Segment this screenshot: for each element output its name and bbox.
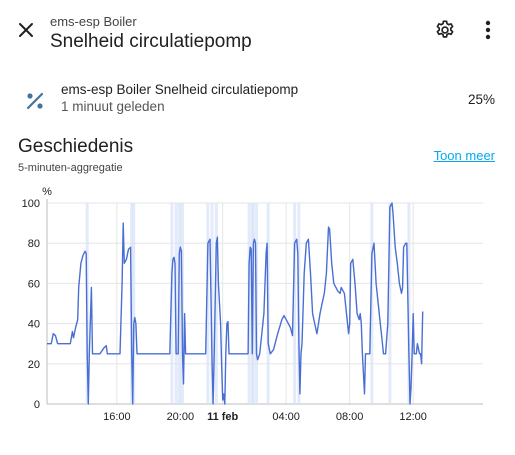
y-tick-label: 100 (22, 198, 40, 210)
x-tick-label: 04:00 (272, 411, 300, 423)
show-more-link[interactable]: Toon meer (433, 148, 495, 163)
y-tick-label: 0 (34, 399, 40, 411)
activity-band (370, 203, 374, 404)
x-tick-label: 11 feb (207, 411, 238, 423)
percent-icon (26, 92, 44, 110)
x-tick-label: 16:00 (103, 411, 131, 423)
activity-band (407, 203, 411, 404)
history-title: Geschiedenis (18, 136, 134, 157)
activity-band (210, 203, 214, 404)
dialog-subtitle: ems-esp Boiler (50, 14, 137, 29)
y-tick-label: 80 (28, 238, 40, 250)
y-tick-label: 20 (28, 359, 40, 371)
entity-last-changed: 1 minuut geleden (61, 99, 165, 114)
activity-band (293, 203, 297, 404)
activity-band (132, 203, 136, 404)
y-tick-label: 40 (28, 319, 40, 331)
chart-y-axis: 0 20 40 60 80 100 (22, 198, 40, 411)
entity-name: ems-esp Boiler Snelheid circulatiepomp (61, 82, 299, 97)
more-vertical-icon (485, 20, 491, 40)
dialog-title: Snelheid circulatiepomp (50, 31, 252, 52)
close-button[interactable] (12, 16, 40, 44)
activity-band (388, 203, 392, 404)
x-tick-label: 20:00 (167, 411, 195, 423)
entity-state-row[interactable]: ems-esp Boiler Snelheid circulatiepomp 1… (0, 74, 515, 126)
close-icon (19, 23, 33, 37)
more-options-button[interactable] (476, 17, 500, 43)
x-tick-label: 12:00 (399, 411, 427, 423)
gear-icon (436, 20, 454, 38)
x-tick-label: 08:00 (336, 411, 364, 423)
settings-button[interactable] (432, 17, 458, 43)
entity-value: 25% (467, 92, 495, 107)
activity-band (170, 203, 174, 404)
chart-x-axis: 16:00 20:00 11 feb 04:00 08:00 12:00 (103, 411, 427, 423)
activity-band (214, 203, 218, 404)
y-tick-label: 60 (28, 278, 40, 290)
chart-y-unit-label: % (42, 186, 52, 198)
history-aggregation-label: 5-minuten-aggregatie (18, 162, 123, 174)
activity-band (206, 203, 210, 404)
chart-series-line (47, 202, 424, 405)
